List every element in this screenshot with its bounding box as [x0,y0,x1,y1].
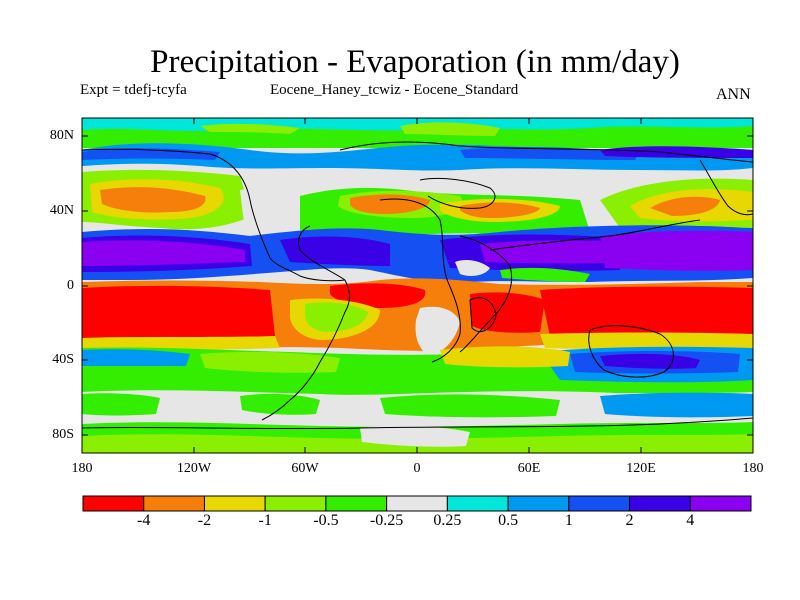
sh-blue-west [82,349,190,366]
coast-africa-east [459,235,513,353]
sh-ind-yellow [540,332,753,350]
lon-label-120w: 120W [176,461,212,476]
coast-south-america [289,279,350,401]
colorbar-label-9: 4 [686,512,695,529]
colorbar-label-2: -1 [258,512,272,529]
sh-green-patch-1 [82,393,160,416]
comparison-label: Eocene_Haney_tcwiz - Eocene_Standard [270,82,519,98]
coast-asia-south [489,219,701,251]
lat-label-80s: 80S [52,427,74,442]
colorbar-label-0: -4 [137,512,151,529]
nh-storm-core [82,148,220,160]
lon-ticks [193,118,642,453]
sh-afr-red [470,292,545,333]
nh-storm-core-3 [600,146,753,158]
coast-africa-west [379,198,461,363]
chart-title: Precipitation - Evaporation (in mm/day) [150,44,680,80]
season-label: ANN [716,86,751,103]
coast-tethys [419,177,496,209]
colorbar-label-4: -0.25 [369,512,404,529]
lat-ticks [82,135,753,436]
coast-madagascar [469,297,497,332]
itcz-purple-pac [82,240,245,266]
lon-label-180-right: 180 [742,461,764,476]
colorbar-label-6: 0.5 [498,512,519,529]
colorbar-label-3: -0.5 [313,512,339,529]
coast-eurasia-north [339,141,753,163]
sh-green-patch-3 [380,394,560,418]
colorbar-box-7 [507,495,570,512]
colorbar-box-8 [568,495,631,512]
lon-label-60w: 60W [291,461,319,476]
field-layer [82,118,753,453]
sh-blue-patch [600,392,753,418]
colorbar-box-2 [203,495,266,512]
colorbar-label-7: 1 [564,512,573,529]
coast-east-asia [699,159,753,216]
lat-label-40s: 40S [52,352,74,367]
coast-central-america [297,225,346,281]
itcz-purple-wpac [600,230,753,271]
sh-pac-red [82,285,275,338]
colorbar [82,495,752,512]
colorbar-box-5 [386,495,448,512]
colorbar-box-9 [629,495,691,512]
lon-label-0: 0 [413,461,421,476]
sh-ind-yellow-2 [440,346,570,368]
arctic-patch-2 [400,122,500,136]
nwpac-orange [650,196,720,216]
safrica-gray [415,306,460,356]
coast-antarctica [82,417,753,430]
coast-patagonia [261,399,291,421]
sh-atl-light-green [200,351,340,373]
asia-orange [460,202,540,218]
colorbar-box-4 [325,495,388,512]
india-gray [455,260,490,276]
colorbar-box-1 [143,495,205,512]
lat-label-40n: 40N [49,203,74,218]
npac-orange [100,187,206,213]
experiment-label: Expt = tdefj-tcyfa [80,82,187,98]
colorbar-label-1: -2 [197,512,212,529]
lat-label-80n: 80N [49,128,74,143]
coast-north-america [82,148,346,282]
colorbar-box-0 [82,495,145,512]
sh-ind-red [540,286,753,338]
itcz-core-atl [280,236,390,266]
sh-purple-east [600,353,700,369]
namerica-gray [240,188,300,235]
samerica-green [305,302,368,332]
colorbar-box-10 [689,495,752,512]
nh-storm-core-2 [460,146,640,160]
sh-green-patch-2 [240,393,320,415]
arctic-patch [200,123,300,134]
coast-australia [588,325,674,378]
colorbar-label-8: 2 [625,512,634,529]
colorbar-label-5: 0.25 [433,512,462,529]
colorbar-box-6 [446,495,509,512]
lon-label-120e: 120E [626,461,656,476]
colorbar-box-3 [264,495,327,512]
ind-green-strip [500,267,590,282]
coastlines [82,141,753,430]
lat-label-0: 0 [67,278,74,293]
lon-label-180-left: 180 [71,461,93,476]
eq-atl-red [330,283,426,308]
natl-orange [350,194,430,214]
antarctic-gray [360,425,470,447]
lon-label-60e: 60E [517,461,541,476]
sh-pac-yellow [82,336,280,350]
